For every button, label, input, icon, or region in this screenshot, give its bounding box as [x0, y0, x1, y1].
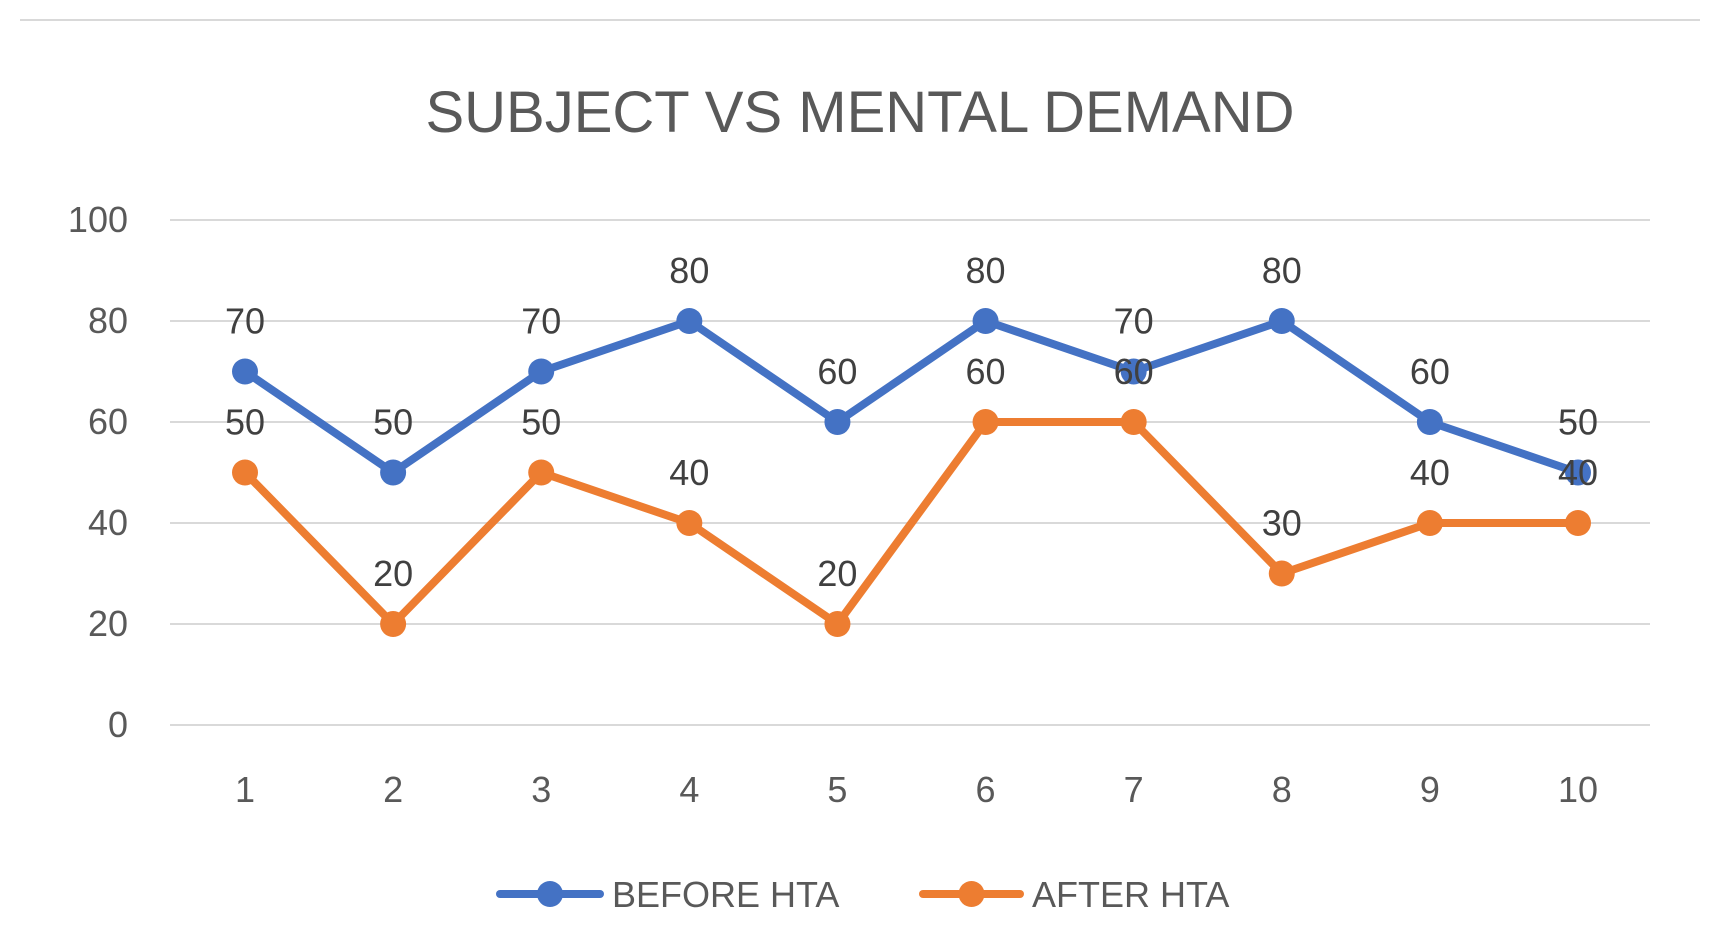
data-label: 60: [1114, 351, 1154, 392]
data-label: 80: [966, 250, 1006, 291]
data-label: 50: [373, 402, 413, 443]
data-label: 80: [669, 250, 709, 291]
data-point: [1120, 409, 1147, 435]
data-point: [1565, 510, 1591, 536]
data-point: [676, 510, 703, 536]
data-label: 20: [373, 553, 413, 594]
data-point: [528, 358, 555, 385]
data-label: 80: [1262, 250, 1302, 291]
y-tick-label: 100: [68, 199, 128, 240]
data-label: 40: [1558, 452, 1598, 493]
data-label: 50: [225, 402, 265, 443]
data-point: [232, 459, 258, 486]
data-label: 60: [1410, 351, 1450, 392]
data-label: 30: [1262, 503, 1302, 544]
legend-item-1: BEFORE HTA: [496, 874, 839, 915]
x-tick-label: 10: [1558, 769, 1598, 810]
legend: BEFORE HTA AFTER HTA: [496, 874, 1229, 915]
data-point: [380, 611, 407, 637]
chart-title: SUBJECT VS MENTAL DEMAND: [425, 80, 1294, 145]
x-tick-label: 6: [976, 769, 996, 810]
x-tick-label: 4: [679, 769, 699, 810]
legend-item-2: AFTER HTA: [919, 874, 1229, 915]
x-tick-label: 2: [383, 769, 403, 810]
data-label: 20: [817, 553, 857, 594]
data-label: 40: [669, 452, 709, 493]
x-tick-label: 1: [235, 769, 255, 810]
series-lines: [232, 308, 1591, 637]
data-point: [1268, 308, 1295, 334]
data-point: [972, 409, 999, 435]
y-axis-ticks: 0 20 40 60 80 100: [68, 199, 128, 745]
data-point: [232, 358, 258, 385]
data-label: 60: [817, 351, 857, 392]
x-tick-label: 3: [531, 769, 551, 810]
data-label: 70: [225, 301, 265, 342]
data-point: [380, 459, 407, 486]
legend-label: BEFORE HTA: [612, 874, 839, 915]
data-label: 50: [1558, 402, 1598, 443]
data-label: 50: [521, 402, 561, 443]
x-tick-label: 7: [1124, 769, 1144, 810]
data-point: [1565, 459, 1591, 486]
x-tick-label: 9: [1420, 769, 1440, 810]
data-point: [528, 459, 555, 486]
legend-marker: [958, 881, 985, 907]
data-point: [824, 611, 851, 637]
data-point: [1416, 510, 1443, 536]
y-tick-label: 80: [88, 300, 128, 341]
y-tick-label: 40: [88, 502, 128, 543]
y-tick-label: 0: [108, 704, 128, 745]
data-label: 60: [966, 351, 1006, 392]
y-tick-label: 60: [88, 401, 128, 442]
data-label: 70: [1114, 301, 1154, 342]
data-label: 40: [1410, 452, 1450, 493]
data-label: 70: [521, 301, 561, 342]
legend-label: AFTER HTA: [1032, 874, 1229, 915]
series-1: [232, 308, 1591, 486]
y-tick-label: 20: [88, 603, 128, 644]
data-point: [1120, 358, 1147, 385]
data-point: [972, 308, 999, 334]
x-tick-label: 5: [827, 769, 847, 810]
series-line: [241, 317, 1582, 477]
data-point: [824, 409, 851, 435]
data-point: [676, 308, 703, 334]
data-point: [1416, 409, 1443, 435]
x-tick-label: 8: [1272, 769, 1292, 810]
legend-marker: [537, 881, 563, 907]
series-2: [232, 409, 1591, 637]
series-line: [241, 418, 1582, 628]
x-axis-ticks: 1 2 3 4 5 6 7 8 9 10: [235, 769, 1598, 810]
gridlines: [170, 219, 1650, 726]
data-point: [1268, 560, 1295, 587]
data-labels: 70 50 70 80 60 80 70 80 60 50 50 20 50 40 20 60 60 30 40 40: [225, 250, 1598, 594]
